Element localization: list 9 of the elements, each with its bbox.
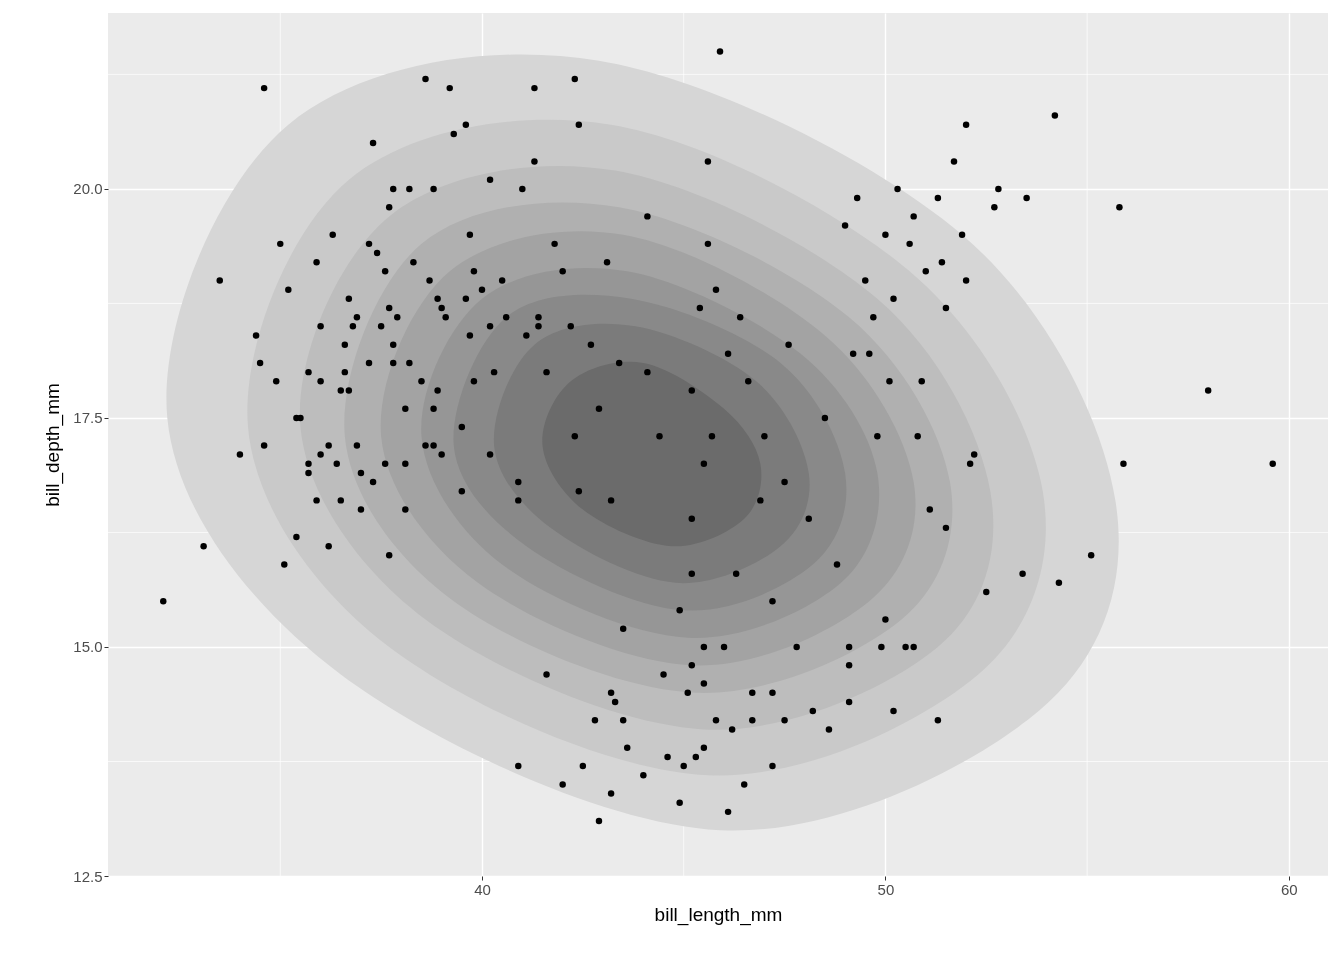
y-axis-title: bill_depth_mm [42, 383, 65, 507]
x-axis-title: bill_length_mm [654, 903, 783, 926]
x-tick-label: 40 [474, 880, 491, 898]
y-tick-label: 20.0 [73, 180, 103, 198]
y-tick-label: 15.0 [73, 638, 103, 656]
y-tick-label: 17.5 [73, 409, 103, 427]
x-tick-label: 60 [1281, 880, 1298, 898]
x-tick-label: 50 [877, 880, 895, 898]
y-tick-label: 12.5 [73, 867, 103, 885]
